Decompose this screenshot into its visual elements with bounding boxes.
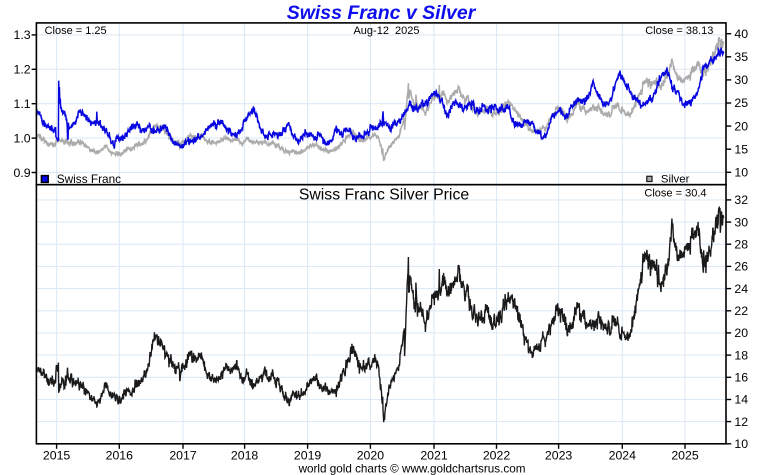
- svg-text:2015: 2015: [43, 449, 71, 463]
- svg-text:30: 30: [734, 215, 748, 229]
- svg-text:1.2: 1.2: [13, 63, 30, 77]
- svg-text:2016: 2016: [106, 449, 134, 463]
- svg-text:35: 35: [734, 50, 748, 64]
- svg-text:12: 12: [734, 415, 748, 429]
- svg-text:Aug-12 2025: Aug-12 2025: [353, 25, 419, 37]
- svg-text:2025: 2025: [671, 449, 699, 463]
- svg-text:20: 20: [734, 119, 748, 133]
- svg-text:26: 26: [734, 260, 748, 274]
- svg-text:0.9: 0.9: [13, 166, 30, 180]
- svg-text:Close = 38.13: Close = 38.13: [645, 25, 713, 37]
- svg-text:28: 28: [734, 237, 748, 251]
- svg-text:18: 18: [734, 348, 748, 362]
- svg-text:1.1: 1.1: [13, 97, 30, 111]
- svg-text:1.3: 1.3: [13, 28, 30, 42]
- svg-text:15: 15: [734, 142, 748, 156]
- svg-text:1.0: 1.0: [13, 131, 30, 145]
- svg-text:2017: 2017: [169, 449, 197, 463]
- svg-text:Close = 30.4: Close = 30.4: [644, 188, 706, 200]
- svg-text:10: 10: [734, 166, 748, 180]
- svg-text:25: 25: [734, 96, 748, 110]
- svg-text:Swiss Franc: Swiss Franc: [57, 172, 121, 186]
- svg-text:2020: 2020: [357, 449, 385, 463]
- svg-text:30: 30: [734, 73, 748, 87]
- svg-text:20: 20: [734, 326, 748, 340]
- svg-text:2018: 2018: [231, 449, 259, 463]
- svg-text:40: 40: [734, 27, 748, 41]
- svg-text:14: 14: [734, 393, 748, 407]
- svg-text:24: 24: [734, 282, 748, 296]
- svg-text:Close = 1.25: Close = 1.25: [45, 25, 107, 37]
- svg-text:22: 22: [734, 304, 748, 318]
- svg-text:2021: 2021: [420, 449, 448, 463]
- svg-text:16: 16: [734, 371, 748, 385]
- svg-text:world gold charts © www.goldch: world gold charts © www.goldchartsrus.co…: [298, 463, 526, 475]
- svg-text:32: 32: [734, 193, 748, 207]
- svg-text:2024: 2024: [609, 449, 637, 463]
- svg-text:Swiss Franc v Silver: Swiss Franc v Silver: [287, 2, 477, 24]
- svg-text:Swiss Franc Silver Price: Swiss Franc Silver Price: [299, 186, 470, 203]
- svg-text:2023: 2023: [545, 449, 573, 463]
- svg-text:10: 10: [734, 437, 748, 451]
- svg-text:Silver: Silver: [661, 173, 690, 185]
- svg-text:2022: 2022: [483, 449, 511, 463]
- svg-text:2019: 2019: [294, 449, 322, 463]
